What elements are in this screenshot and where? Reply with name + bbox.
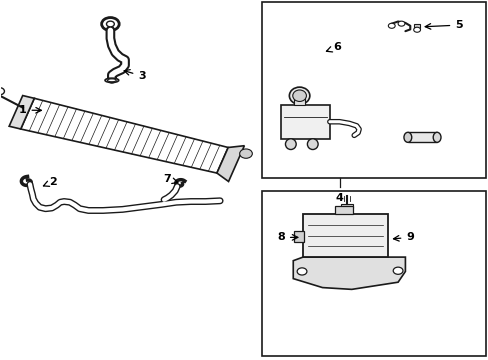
Bar [340, 204, 352, 208]
Circle shape [297, 268, 306, 275]
Ellipse shape [432, 132, 440, 142]
Bar [281, 105, 329, 139]
Circle shape [106, 21, 114, 27]
Ellipse shape [403, 132, 411, 142]
Polygon shape [9, 95, 34, 129]
Bar [293, 98, 305, 105]
Ellipse shape [105, 78, 119, 82]
Ellipse shape [107, 79, 116, 82]
Text: 3: 3 [124, 69, 145, 81]
Text: 4: 4 [335, 193, 343, 203]
Text: 9: 9 [393, 232, 413, 242]
Circle shape [397, 21, 404, 26]
Bar [335, 206, 352, 214]
Circle shape [387, 23, 394, 28]
Ellipse shape [292, 90, 306, 102]
Text: 8: 8 [277, 232, 297, 242]
Text: 7: 7 [163, 174, 178, 184]
Circle shape [392, 267, 402, 274]
Circle shape [239, 149, 252, 158]
Bar [413, 24, 419, 28]
Bar [407, 132, 436, 142]
Polygon shape [293, 257, 405, 289]
Bar [261, 3, 485, 178]
Text: 6: 6 [326, 42, 341, 52]
Bar [294, 231, 304, 242]
Circle shape [102, 18, 119, 31]
Ellipse shape [285, 139, 296, 149]
Bar [303, 214, 387, 257]
Bar [261, 191, 485, 356]
Polygon shape [217, 146, 244, 181]
Polygon shape [20, 98, 228, 173]
Text: 1: 1 [19, 105, 41, 115]
Circle shape [0, 87, 4, 95]
Circle shape [413, 27, 420, 32]
Text: 5: 5 [425, 20, 462, 30]
Ellipse shape [307, 139, 318, 149]
Ellipse shape [289, 87, 309, 104]
Text: 2: 2 [43, 177, 57, 187]
